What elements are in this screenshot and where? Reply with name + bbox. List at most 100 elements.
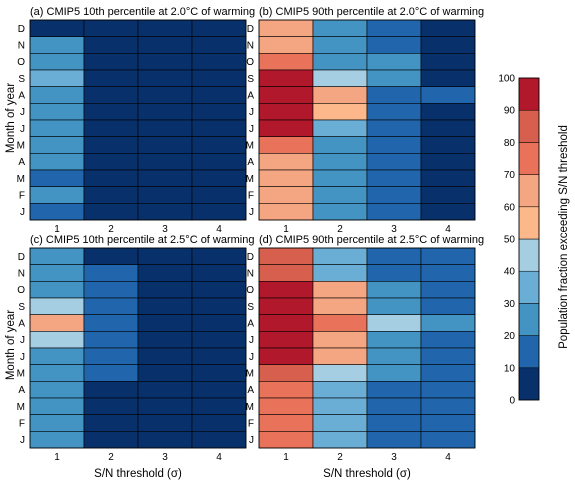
x-tick-label: 2 xyxy=(337,452,343,463)
heatmap-cell-c-8-0 xyxy=(29,381,85,399)
heatmap-cell-b-4-1 xyxy=(312,86,368,104)
heatmap-cell-c-8-1 xyxy=(83,381,139,399)
x-tick-label: 3 xyxy=(162,452,168,463)
heatmap-cell-c-1-2 xyxy=(137,264,193,282)
heatmap-cell-d-3-3 xyxy=(420,297,476,315)
month-tick-label: J xyxy=(20,207,25,218)
heatmap-cell-c-9-1 xyxy=(83,397,139,415)
month-tick-label: S xyxy=(247,302,254,313)
heatmap-cell-b-7-1 xyxy=(312,136,368,154)
heatmap-cell-d-4-2 xyxy=(366,314,422,332)
heatmap-cell-c-11-2 xyxy=(137,431,193,449)
x-tick-label: 3 xyxy=(391,452,397,463)
heatmap-cell-c-5-0 xyxy=(29,331,85,349)
heatmap-cell-d-10-3 xyxy=(420,414,476,432)
x-tick-label: 2 xyxy=(108,224,114,235)
heatmap-cell-c-0-0 xyxy=(29,247,85,265)
heatmap-cell-c-4-2 xyxy=(137,314,193,332)
heatmap-cell-c-7-3 xyxy=(191,364,247,382)
heatmap-cell-b-5-0 xyxy=(258,103,314,121)
heatmap-cell-a-10-3 xyxy=(191,186,247,204)
heatmap-cell-c-7-1 xyxy=(83,364,139,382)
heatmap-cell-a-6-0 xyxy=(29,119,85,137)
month-tick-label: N xyxy=(247,41,254,52)
colorbar-segment xyxy=(518,238,540,272)
heatmap-cell-d-2-2 xyxy=(366,281,422,299)
heatmap-cell-b-9-0 xyxy=(258,169,314,187)
panel-frame-d xyxy=(258,247,476,449)
heatmap-cell-c-4-3 xyxy=(191,314,247,332)
heatmap-cell-b-9-2 xyxy=(366,169,422,187)
heatmap-cell-d-2-0 xyxy=(258,281,314,299)
heatmap-cell-c-8-2 xyxy=(137,381,193,399)
heatmap-cell-c-5-2 xyxy=(137,331,193,349)
heatmap-cell-c-2-1 xyxy=(83,281,139,299)
heatmap-cell-b-6-1 xyxy=(312,119,368,137)
heatmap-cell-c-10-0 xyxy=(29,414,85,432)
panel-frame-a xyxy=(29,19,247,221)
heatmap-cell-c-10-3 xyxy=(191,414,247,432)
month-tick-label: A xyxy=(18,319,25,330)
heatmap-cell-a-9-1 xyxy=(83,169,139,187)
x-axis-label-right: S/N threshold (σ) xyxy=(323,468,411,480)
heatmap-cell-b-5-2 xyxy=(366,103,422,121)
heatmap-cell-a-7-2 xyxy=(137,136,193,154)
heatmap-cell-d-7-1 xyxy=(312,364,368,382)
heatmap-cell-b-1-0 xyxy=(258,36,314,54)
heatmap-cell-c-6-1 xyxy=(83,347,139,365)
heatmap-cell-d-7-3 xyxy=(420,364,476,382)
heatmap-cell-b-11-1 xyxy=(312,203,368,221)
colorbar: 0 10 20 30 40 50 60 70 80 90 100 xyxy=(498,74,540,407)
heatmap-cell-c-10-2 xyxy=(137,414,193,432)
heatmap-cell-b-5-3 xyxy=(420,103,476,121)
colorbar-segment xyxy=(518,109,540,143)
heatmap-cell-a-10-1 xyxy=(83,186,139,204)
month-tick-label: J xyxy=(20,352,25,363)
colorbar-segment xyxy=(518,367,540,401)
month-tick-label: M xyxy=(246,369,254,380)
month-tick-label: A xyxy=(247,385,254,396)
heatmap-cell-b-3-1 xyxy=(312,69,368,87)
heatmap-cell-d-1-2 xyxy=(366,264,422,282)
heatmap-cell-d-4-1 xyxy=(312,314,368,332)
heatmap-cell-b-11-0 xyxy=(258,203,314,221)
month-tick-label: F xyxy=(19,191,25,202)
heatmap-cell-a-10-2 xyxy=(137,186,193,204)
heatmap-cell-c-1-1 xyxy=(83,264,139,282)
heatmap-cell-b-8-2 xyxy=(366,153,422,171)
month-tick-label: J xyxy=(20,124,25,135)
heatmap-cell-a-1-2 xyxy=(137,36,193,54)
heatmap-cell-d-6-3 xyxy=(420,347,476,365)
heatmap-cell-a-1-0 xyxy=(29,36,85,54)
heatmap-cell-a-10-0 xyxy=(29,186,85,204)
y-axis-label-top: Month of year xyxy=(5,83,17,153)
colorbar-tick-label: 90 xyxy=(504,106,516,117)
heatmap-cell-c-9-3 xyxy=(191,397,247,415)
heatmap-cell-a-7-0 xyxy=(29,136,85,154)
heatmap-cell-d-5-0 xyxy=(258,331,314,349)
heatmap-cell-d-7-2 xyxy=(366,364,422,382)
heatmap-cell-b-7-0 xyxy=(258,136,314,154)
heatmap-cell-d-3-2 xyxy=(366,297,422,315)
heatmap-cell-b-9-1 xyxy=(312,169,368,187)
heatmap-cell-d-10-2 xyxy=(366,414,422,432)
heatmap-cell-c-3-0 xyxy=(29,297,85,315)
heatmap-cell-c-2-2 xyxy=(137,281,193,299)
month-tick-label: N xyxy=(18,41,25,52)
heatmap-cell-d-0-3 xyxy=(420,247,476,265)
heatmap-cell-a-6-1 xyxy=(83,119,139,137)
x-tick-label: 1 xyxy=(283,452,289,463)
month-tick-label: J xyxy=(20,335,25,346)
heatmap-cell-c-7-0 xyxy=(29,364,85,382)
colorbar-segment xyxy=(518,174,540,208)
heatmap-cell-c-4-0 xyxy=(29,314,85,332)
heatmap-cell-b-0-3 xyxy=(420,19,476,37)
colorbar-tick-label: 70 xyxy=(504,170,516,181)
month-tick-label: M xyxy=(246,402,254,413)
month-tick-label: O xyxy=(17,285,25,296)
heatmap-cell-c-9-2 xyxy=(137,397,193,415)
month-tick-label: A xyxy=(247,319,254,330)
